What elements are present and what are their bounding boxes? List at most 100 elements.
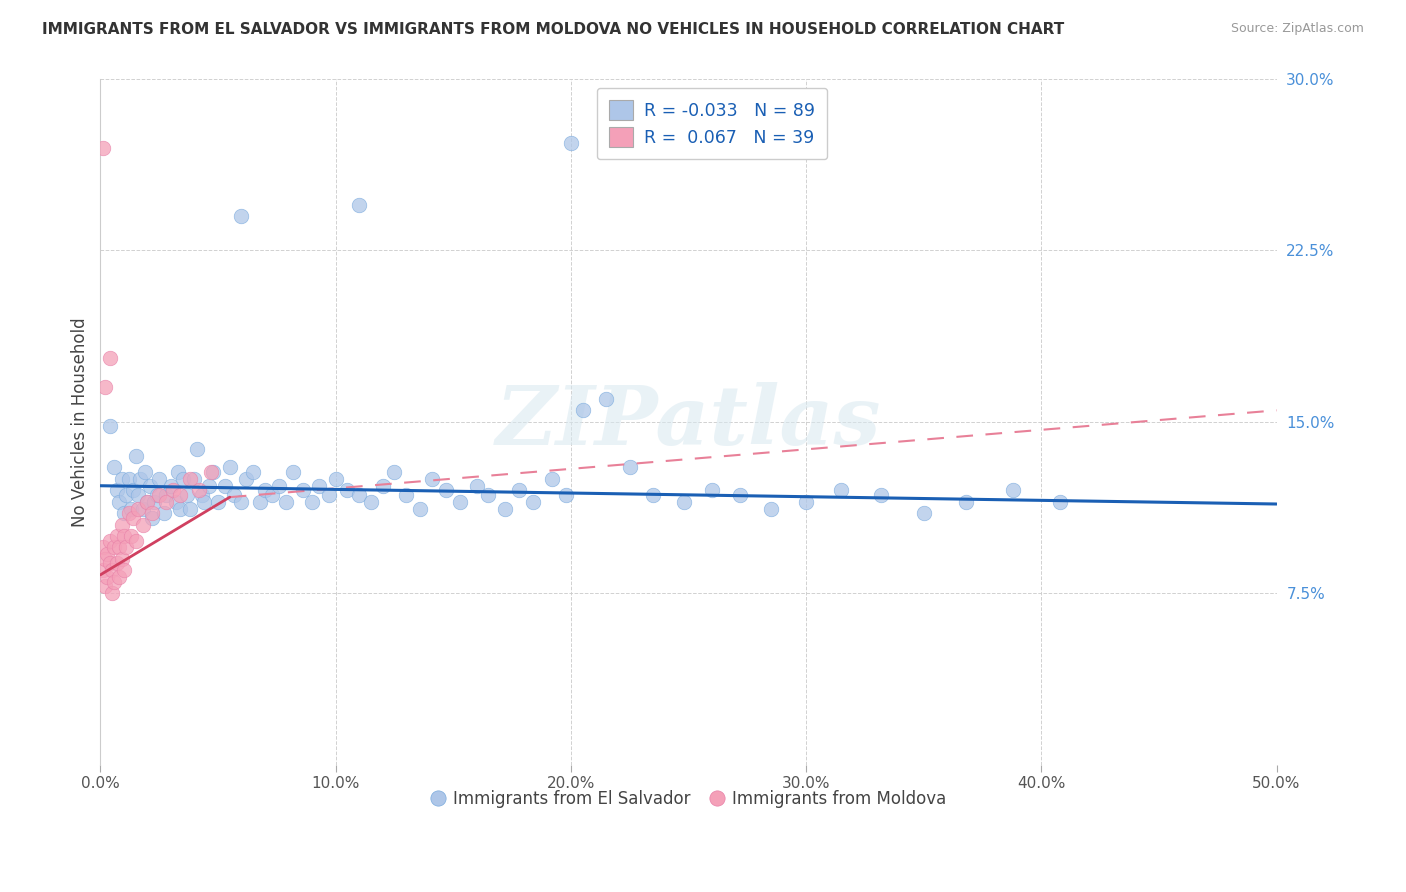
Point (242, 465, 264, 479)
Point (115, 488, 138, 502)
Point (235, 472, 257, 486)
Point (912, 506, 935, 520)
Point (105, 557, 128, 571)
Point (94, 380, 117, 394)
Point (190, 488, 212, 502)
Point (120, 529, 142, 543)
Point (619, 460, 641, 475)
Point (108, 570, 131, 584)
Point (560, 136, 582, 150)
Point (101, 586, 124, 600)
Point (108, 541, 131, 555)
Point (249, 494, 271, 508)
Point (541, 472, 564, 486)
Point (117, 506, 139, 520)
Point (117, 472, 139, 486)
Point (162, 483, 184, 498)
Point (1049, 494, 1071, 508)
Point (136, 494, 159, 508)
Point (193, 494, 215, 508)
Point (794, 494, 817, 508)
Point (672, 494, 695, 508)
Point (122, 483, 145, 498)
Point (728, 488, 751, 502)
Point (127, 501, 149, 516)
Point (110, 472, 132, 486)
Point (98, 557, 121, 571)
Text: IMMIGRANTS FROM EL SALVADOR VS IMMIGRANTS FROM MOLDOVA NO VEHICLES IN HOUSEHOLD : IMMIGRANTS FROM EL SALVADOR VS IMMIGRANT… (42, 22, 1064, 37)
Point (955, 494, 977, 508)
Point (172, 472, 194, 486)
Point (253, 483, 276, 498)
Point (131, 517, 153, 532)
Point (96, 570, 118, 584)
Point (91, 140, 114, 154)
Point (122, 510, 145, 524)
Point (91, 541, 114, 555)
Point (176, 488, 198, 502)
Point (96, 547, 118, 561)
Point (148, 488, 170, 502)
Point (98, 351, 121, 365)
Point (371, 479, 394, 493)
Point (301, 494, 323, 508)
Point (183, 472, 205, 486)
Point (1002, 483, 1025, 498)
Point (269, 479, 291, 493)
Point (169, 501, 191, 516)
Point (870, 488, 893, 502)
Point (110, 517, 132, 532)
Point (108, 494, 131, 508)
Point (214, 479, 236, 493)
Point (112, 529, 135, 543)
Point (127, 488, 149, 502)
Point (153, 506, 176, 520)
Point (134, 465, 156, 479)
Point (98, 533, 121, 548)
Point (155, 488, 177, 502)
Point (360, 494, 382, 508)
Point (218, 460, 240, 475)
Point (186, 442, 208, 457)
Point (325, 472, 347, 486)
Point (167, 465, 190, 479)
Point (98, 419, 121, 434)
Y-axis label: No Vehicles in Household: No Vehicles in Household (72, 317, 89, 526)
Point (283, 465, 305, 479)
Point (420, 472, 443, 486)
Point (188, 483, 211, 498)
Point (103, 574, 125, 589)
Point (643, 488, 665, 502)
Point (522, 494, 544, 508)
Text: Source: ZipAtlas.com: Source: ZipAtlas.com (1230, 22, 1364, 36)
Point (94, 579, 117, 593)
Legend: Immigrants from El Salvador, Immigrants from Moldova: Immigrants from El Salvador, Immigrants … (425, 783, 953, 814)
Point (508, 483, 530, 498)
Point (347, 197, 370, 211)
Point (136, 494, 159, 508)
Text: ZIPatlas: ZIPatlas (496, 382, 882, 462)
Point (494, 501, 516, 516)
Point (141, 510, 163, 524)
Point (262, 488, 284, 502)
Point (143, 494, 166, 508)
Point (105, 529, 128, 543)
Point (131, 501, 153, 516)
Point (148, 472, 170, 486)
Point (347, 488, 370, 502)
Point (179, 501, 201, 516)
Point (112, 506, 135, 520)
Point (165, 494, 187, 508)
Point (595, 392, 617, 406)
Point (91, 563, 114, 577)
Point (197, 479, 219, 493)
Point (124, 449, 146, 463)
Point (336, 483, 359, 498)
Point (759, 501, 782, 516)
Point (105, 483, 128, 498)
Point (231, 209, 253, 223)
Point (224, 488, 246, 502)
Point (291, 483, 314, 498)
Point (200, 465, 222, 479)
Point (141, 506, 163, 520)
